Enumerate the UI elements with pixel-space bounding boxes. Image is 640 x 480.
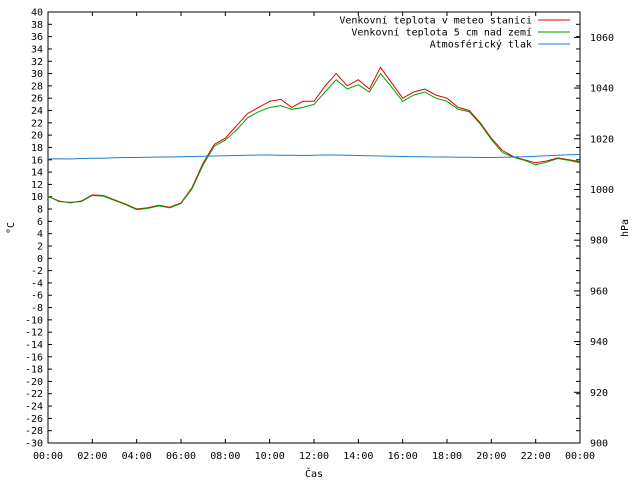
y-tick-label: 18 [31,143,43,154]
y-tick-label: 0 [37,254,43,265]
legend-label: Atmosférický tlak [430,39,532,51]
y-tick-label: -10 [25,315,43,326]
x-tick-label: 16:00 [388,451,418,462]
y2-axis-label: hPa [620,219,631,237]
legend: Venkovní teplota v meteo staniciVenkovní… [339,15,570,51]
y2-tick-label: 960 [590,286,608,297]
y-tick-label: -18 [25,365,43,376]
y-tick-label: -30 [25,439,43,450]
y-axis-ticks: -30-28-26-24-22-20-18-16-14-12-10-8-6-4-… [25,8,580,450]
y-tick-label: -22 [25,389,43,400]
y-tick-label: 40 [31,8,43,19]
legend-label: Venkovní teplota v meteo stanici [339,15,532,27]
y-tick-label: -14 [25,340,43,351]
y-tick-label: -2 [31,266,43,277]
series-line-3 [47,154,581,160]
y-tick-label: 30 [31,69,43,80]
y2-tick-label: 1000 [590,185,614,196]
y-tick-label: 8 [37,205,43,216]
y-tick-label: -6 [31,291,43,302]
y2-tick-label: 980 [590,236,608,247]
x-tick-label: 06:00 [166,451,196,462]
y-tick-label: 2 [37,241,43,252]
x-tick-label: 02:00 [77,451,107,462]
x-axis-ticks: 00:00 02:00 04:00 06:00 08:00 10:00 12:00 14:00… [33,12,595,462]
x-tick-label: 00:00 [565,451,595,462]
y2-tick-label: 1020 [590,134,614,145]
x-tick-label: 18:00 [432,451,462,462]
y-tick-label: -4 [31,278,43,289]
y-tick-label: 28 [31,81,43,92]
y-tick-label: 14 [31,168,43,179]
x-tick-label: 12:00 [299,451,329,462]
y-tick-label: 36 [31,32,43,43]
x-tick-label: 08:00 [210,451,240,462]
plot-area [47,11,581,444]
y-tick-label: -26 [25,414,43,425]
x-axis-label: Čas [305,467,323,480]
y2-tick-label: 1040 [590,84,614,95]
y-tick-label: 22 [31,118,43,129]
y2-tick-label: 900 [590,439,608,450]
x-tick-label: 22:00 [521,451,551,462]
y-tick-label: -28 [25,426,43,437]
y-tick-label: -20 [25,377,43,388]
x-tick-label: 14:00 [343,451,373,462]
y-tick-label: 16 [31,155,43,166]
y-tick-label: -12 [25,328,43,339]
y-axis-label: °C [6,222,17,234]
y-tick-label: 6 [37,217,43,228]
y-tick-label: -8 [31,303,43,314]
y-tick-label: 12 [31,180,43,191]
y2-tick-label: 1060 [590,33,614,44]
y-tick-label: 26 [31,94,43,105]
y2-tick-label: 940 [590,337,608,348]
y-tick-label: 10 [31,192,43,203]
series-line-1 [47,66,581,210]
y-tick-label: 20 [31,131,43,142]
series-line-2 [47,72,581,211]
x-tick-label: 04:00 [122,451,152,462]
y2-axis-ticks: 900 920 940 960 980 1000 1020 1040 1060 [574,33,614,450]
series-lines [47,66,581,211]
y-tick-label: 34 [31,44,43,55]
y-tick-label: -16 [25,352,43,363]
y-tick-label: 32 [31,57,43,68]
y2-tick-label: 920 [590,388,608,399]
x-tick-label: 10:00 [255,451,285,462]
y-tick-label: 4 [37,229,43,240]
x-tick-label: 20:00 [476,451,506,462]
x-tick-label: 00:00 [33,451,63,462]
y-tick-label: 24 [31,106,43,117]
y-tick-label: -24 [25,402,43,413]
legend-label: Venkovní teplota 5 cm nad zemí [351,27,532,39]
y-tick-label: 38 [31,20,43,31]
